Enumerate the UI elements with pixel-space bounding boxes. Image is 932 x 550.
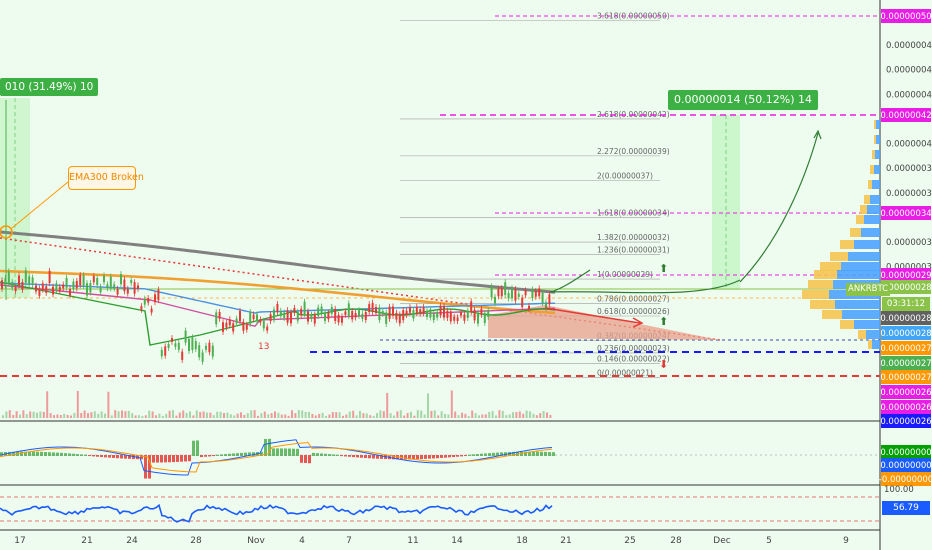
price-tick-label: 0.00000036 <box>886 189 932 199</box>
price-badge <box>881 370 931 384</box>
rsi-pane <box>0 503 553 523</box>
price-badge-label: 0.00000026 <box>880 403 931 413</box>
ema-break-marker <box>0 225 13 239</box>
price-badge <box>881 280 931 294</box>
price-badge <box>881 385 931 399</box>
fib-label: 1(0.00000029) <box>597 270 653 279</box>
fib-label: 2(0.00000037) <box>597 172 653 181</box>
time-tick-label: 9 <box>843 536 849 546</box>
time-tick-label: Dec <box>713 536 730 546</box>
price-badge <box>881 108 931 122</box>
countdown-badge: 03:31:12 <box>882 297 930 311</box>
price-badge-label: 0.00000028 <box>880 314 931 324</box>
fib-label: 0.618(0.00000026) <box>597 307 670 316</box>
price-badge-label: 0.00000027 <box>880 373 931 383</box>
price-badge <box>881 356 931 370</box>
price-badge-label: 0.00000029 <box>880 271 931 281</box>
rsi-upper-label: 100.00 <box>884 485 914 495</box>
up-arrow-icon: ⬆ <box>659 262 668 275</box>
time-tick-label: 7 <box>346 536 352 546</box>
price-badge <box>881 414 931 428</box>
time-tick-label: 25 <box>624 536 635 546</box>
price-badge-label: 0.00000050 <box>880 12 931 22</box>
price-badge-label: 0.00000034 <box>880 209 931 219</box>
price-tick-label: 0.00000038 <box>886 164 932 174</box>
symbol-label: ANKRBTC <box>846 283 891 296</box>
price-tick-label: 0.00000046 <box>886 66 932 76</box>
price-badge-label: 0.00000026 <box>880 417 931 427</box>
time-tick-label: 21 <box>81 536 92 546</box>
rsi-value-badge: 56.79 <box>882 501 930 515</box>
candles <box>1 100 551 365</box>
ema300-callout: EMA300 Broken <box>68 166 144 190</box>
macd-badge <box>881 472 931 486</box>
price-badges: 0.00000050 0.00000042 0.00000034 0.00000029… <box>879 9 932 486</box>
macd-badge <box>881 445 931 459</box>
time-tick-label: 5 <box>766 536 772 546</box>
macd-badge-label: 0.00000000 <box>880 461 931 471</box>
volume-bars <box>2 390 552 418</box>
time-tick-label: 4 <box>299 536 305 546</box>
price-badge <box>881 326 931 340</box>
fib-label: 1.236(0.00000031) <box>597 245 670 254</box>
fib-label: 3.618(0.00000050) <box>597 11 670 20</box>
time-tick-label: 18 <box>516 536 528 546</box>
price-badge-label: 0.00000042 <box>880 111 931 121</box>
fib-label: 0.146(0.00000022) <box>597 354 670 363</box>
price-badge <box>881 311 931 325</box>
price-tick-label: 0.00000032 <box>886 238 932 248</box>
price-badge-label: 0.00000028 <box>880 329 931 339</box>
time-tick-label: 28 <box>190 536 202 546</box>
left-measure-label: 010 (31.49%) 10 <box>0 78 99 96</box>
time-tick-label: 21 <box>560 536 571 546</box>
price-badge-label: 0.00000027 <box>880 359 931 369</box>
fib-label: 1.618(0.00000034) <box>597 208 670 217</box>
time-tick-label: 17 <box>14 536 25 546</box>
time-tick-label: 28 <box>670 536 682 546</box>
price-badge-label: 0.00000026 <box>880 388 931 398</box>
down-arrow-icon: ⬇ <box>659 358 668 371</box>
time-tick-label: 24 <box>126 536 138 546</box>
price-badge-label: 0.00000027 <box>880 344 931 354</box>
price-badge-label: 0.00000028 <box>880 283 931 293</box>
projection-zone <box>488 305 720 340</box>
price-badge <box>881 400 931 414</box>
time-tick-label: Nov <box>247 536 265 546</box>
fib-label: 0.786(0.00000027) <box>597 295 670 304</box>
time-tick-label: 11 <box>407 536 418 546</box>
time-axis[interactable]: 17 21 24 28 Nov 4 7 11 14 18 21 25 28 Dec 5 9 <box>14 536 849 546</box>
macd-badge <box>881 458 931 472</box>
macd-badge-label: -0.00000000 <box>879 475 932 485</box>
price-badge <box>881 9 931 23</box>
price-badge <box>881 268 931 282</box>
fib-label: 1.382(0.00000032) <box>597 233 670 242</box>
price-tick-label: 0.00000044 <box>886 90 932 100</box>
macd-badge-label: 0.00000000 <box>880 448 931 458</box>
candle-number: 13 <box>258 342 270 352</box>
price-badge <box>881 206 931 220</box>
price-tick-label: 0.00000048 <box>886 41 932 51</box>
fib-label: 2.272(0.00000039) <box>597 147 670 156</box>
price-badge <box>881 341 931 355</box>
volume-profile <box>802 120 880 349</box>
right-measure-label: 0.00000014 (50.12%) 14 <box>668 90 818 110</box>
up-arrow-icon: ⬆ <box>659 315 668 328</box>
time-tick-label: 14 <box>451 536 463 546</box>
macd-pane <box>0 438 555 479</box>
fib-label: 0.236(0.00000023) <box>597 344 670 353</box>
fib-label: 0(0.00000021) <box>597 369 653 378</box>
